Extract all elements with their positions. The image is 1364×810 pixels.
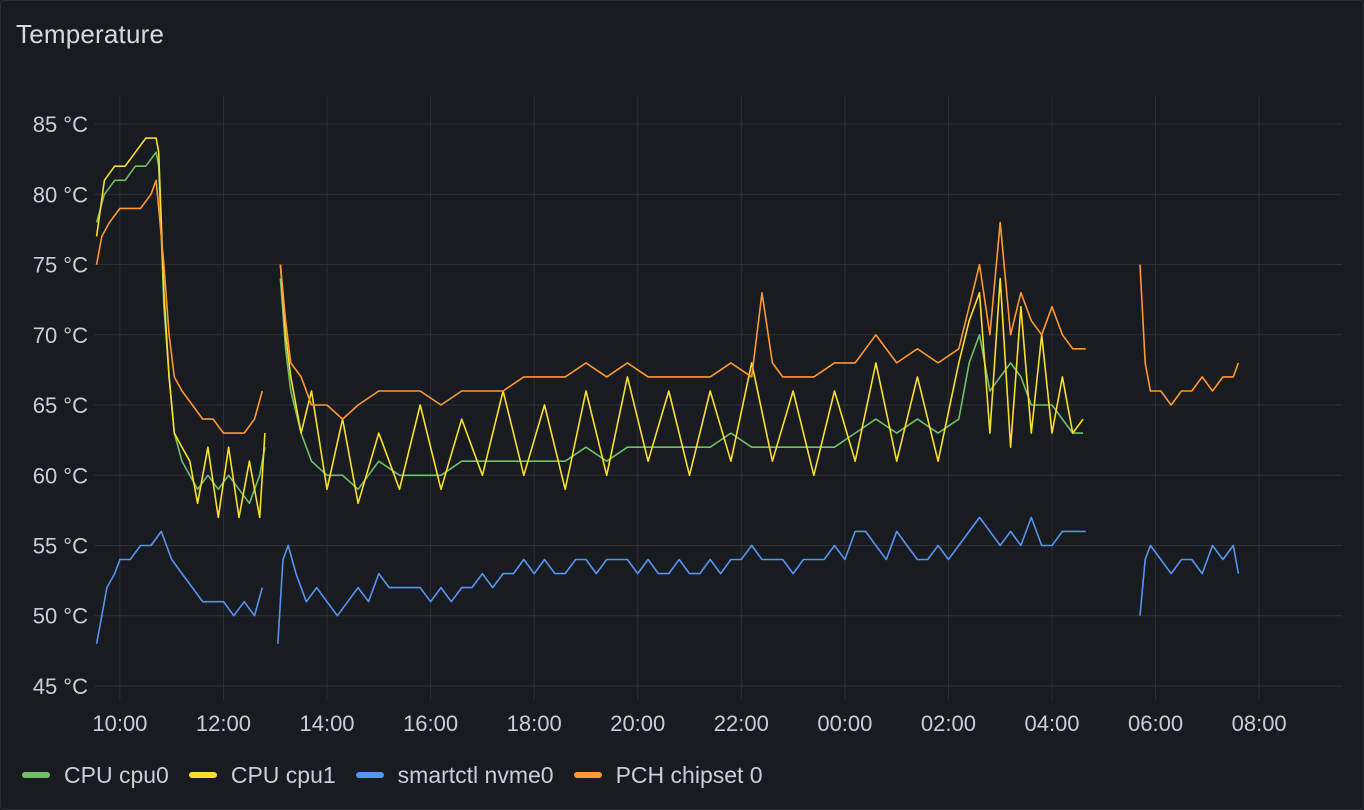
x-tick-label: 02:00 [921,711,976,736]
legend-item[interactable]: smartctl nvme0 [355,761,554,789]
series-line [95,137,266,519]
series-cpu-cpu1 [95,137,1084,519]
x-tick-label: 12:00 [196,711,251,736]
x-tick-label: 06:00 [1128,711,1183,736]
x-tick-label: 16:00 [403,711,458,736]
legend-item[interactable]: PCH chipset 0 [573,761,763,789]
series-line [279,278,1084,491]
legend-label: CPU cpu0 [64,761,169,788]
x-axis-ticks: 10:00 12:00 14:00 16:00 18:00 20:00 22:00 00:00… [92,711,1286,736]
series-pch-chipset-0 [95,179,1240,434]
legend-swatch [573,772,602,778]
legend-label: CPU cpu1 [230,761,336,788]
legend-item[interactable]: CPU cpu1 [188,761,336,789]
y-tick-label: 80 °C [33,182,88,207]
series-lines [95,137,1240,644]
y-tick-label: 45 °C [33,674,88,699]
y-axis-ticks: 45 °C 50 °C 55 °C 60 °C 65 °C 70 °C 75 °C 80 °C… [33,112,88,699]
x-tick-label: 08:00 [1232,711,1287,736]
series-line [277,516,1086,644]
x-tick-label: 14:00 [299,711,354,736]
temperature-chart: 45 °C 50 °C 55 °C 60 °C 65 °C 70 °C 75 °C 80 °C… [33,96,1342,736]
series-line [1139,544,1240,616]
y-tick-label: 60 °C [33,463,88,488]
legend-label: smartctl nvme0 [397,761,554,788]
legend-swatch [355,772,384,778]
grid-lines [94,96,1342,700]
legend-label: PCH chipset 0 [615,761,763,788]
y-tick-label: 55 °C [33,533,88,558]
legend: CPU cpu0 CPU cpu1 smartctl nvme0 PCH chipse… [22,760,763,790]
x-tick-label: 04:00 [1024,711,1079,736]
series-line [279,264,1084,505]
series-line [95,530,264,644]
x-tick-label: 20:00 [610,711,665,736]
series-line [1139,264,1240,406]
series-line [95,151,266,505]
series-smartctl-nvme0 [95,516,1240,644]
legend-swatch [22,772,50,778]
series-line [95,179,264,434]
series-line [279,221,1086,420]
y-tick-label: 50 °C [33,604,88,629]
y-tick-label: 65 °C [33,393,88,418]
y-tick-label: 75 °C [33,253,88,278]
legend-swatch [188,772,217,778]
y-tick-label: 85 °C [33,112,88,137]
x-tick-label: 18:00 [507,711,562,736]
y-tick-label: 70 °C [33,323,88,348]
x-tick-label: 22:00 [714,711,769,736]
legend-item[interactable]: CPU cpu0 [22,762,169,789]
x-tick-label: 00:00 [817,711,872,736]
panel-title[interactable]: Temperature [16,19,165,49]
x-tick-label: 10:00 [92,711,147,736]
